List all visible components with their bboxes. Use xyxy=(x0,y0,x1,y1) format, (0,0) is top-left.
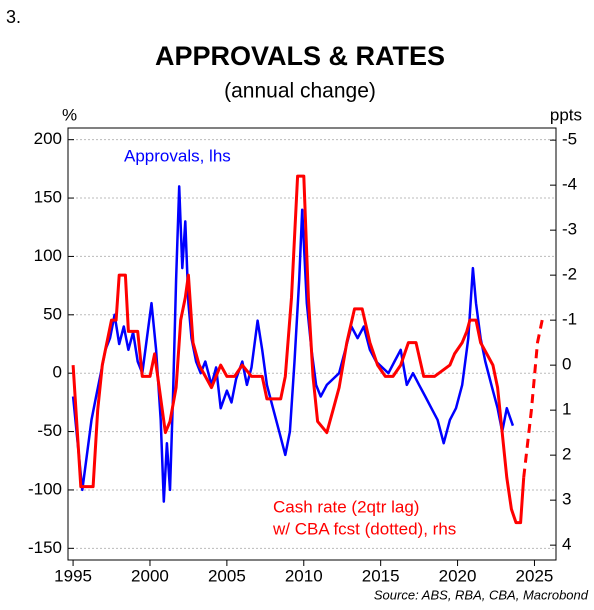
y2-tick-label: -2 xyxy=(562,265,577,284)
y2-tick-label: 2 xyxy=(562,445,571,464)
y-tick-label: 150 xyxy=(34,188,62,207)
series-line xyxy=(522,319,544,478)
figure-number: 3. xyxy=(6,7,21,27)
x-tick-label: 1995 xyxy=(54,566,92,585)
x-tick-label: 2025 xyxy=(516,566,554,585)
y2-tick-label: -3 xyxy=(562,220,577,239)
x-tick-label: 2005 xyxy=(208,566,246,585)
legend-label: w/ CBA fcst (dotted), rhs xyxy=(272,519,456,538)
y-axis-label: % xyxy=(62,105,77,124)
x-tick-label: 2020 xyxy=(439,566,477,585)
y2-tick-label: -5 xyxy=(562,130,577,149)
y-tick-label: -100 xyxy=(28,479,62,498)
y2-tick-label: 4 xyxy=(562,535,571,554)
y2-axis-label: ppts xyxy=(550,105,582,124)
y2-tick-label: 0 xyxy=(562,355,571,374)
chart-subtitle: (annual change) xyxy=(224,80,376,103)
y-tick-label: -150 xyxy=(28,538,62,557)
plot-frame xyxy=(67,127,557,561)
y2-tick-label: 1 xyxy=(562,400,571,419)
source: Source: ABS, RBA, CBA, Macrobond xyxy=(374,587,589,602)
y2-tick-label: -4 xyxy=(562,175,577,194)
series-line xyxy=(71,174,526,525)
x-tick-label: 2015 xyxy=(362,566,400,585)
y-tick-label: 50 xyxy=(43,304,62,323)
legend-label: Approvals, lhs xyxy=(124,146,231,165)
y-tick-label: 0 xyxy=(53,363,62,382)
y2-tick-label: -1 xyxy=(562,310,577,329)
y-tick-label: -50 xyxy=(37,421,62,440)
legend-label: Cash rate (2qtr lag) xyxy=(273,497,419,516)
x-tick-label: 2010 xyxy=(285,566,323,585)
x-tick-label: 2000 xyxy=(131,566,169,585)
chart-title: APPROVALS & RATES xyxy=(155,41,445,71)
y2-tick-label: 3 xyxy=(562,490,571,509)
y-tick-label: 200 xyxy=(34,129,62,148)
y-tick-label: 100 xyxy=(34,246,62,265)
